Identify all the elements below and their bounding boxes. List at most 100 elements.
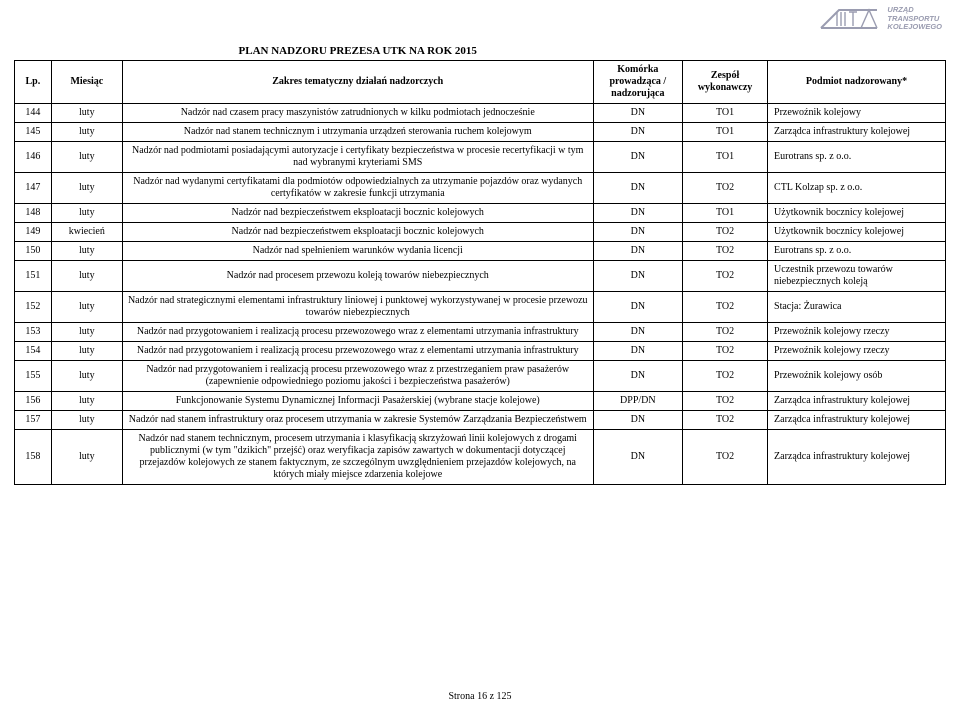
cell-unit: DPP/DN: [593, 392, 683, 411]
cell-month: luty: [51, 173, 122, 204]
logo-text: URZĄD TRANSPORTU KOLEJOWEGO: [887, 6, 942, 32]
table-row: 155lutyNadzór nad przygotowaniem i reali…: [15, 361, 946, 392]
cell-unit: DN: [593, 430, 683, 485]
table-row: 158lutyNadzór nad stanem technicznym, pr…: [15, 430, 946, 485]
cell-team: TO2: [683, 430, 768, 485]
col-cell: Komórka prowadząca / nadzorująca: [593, 61, 683, 104]
cell-lp: 157: [15, 411, 52, 430]
cell-unit: DN: [593, 411, 683, 430]
cell-scope: Funkcjonowanie Systemu Dynamicznej Infor…: [122, 392, 593, 411]
cell-unit: DN: [593, 342, 683, 361]
col-scope: Zakres tematyczny działań nadzorczych: [122, 61, 593, 104]
cell-team: TO2: [683, 342, 768, 361]
cell-entity: CTL Kolzap sp. z o.o.: [768, 173, 946, 204]
cell-lp: 149: [15, 223, 52, 242]
table-row: 145lutyNadzór nad stanem technicznym i u…: [15, 123, 946, 142]
cell-unit: DN: [593, 142, 683, 173]
cell-unit: DN: [593, 173, 683, 204]
cell-lp: 158: [15, 430, 52, 485]
cell-lp: 155: [15, 361, 52, 392]
cell-month: kwiecień: [51, 223, 122, 242]
logo-line3: KOLEJOWEGO: [887, 23, 942, 32]
cell-team: TO2: [683, 292, 768, 323]
cell-entity: Przewoźnik kolejowy rzeczy: [768, 342, 946, 361]
supervision-plan-table: PLAN NADZORU PREZESA UTK NA ROK 2015Lp.M…: [14, 42, 946, 485]
table-row: 152lutyNadzór nad strategicznymi element…: [15, 292, 946, 323]
cell-lp: 150: [15, 242, 52, 261]
cell-unit: DN: [593, 292, 683, 323]
cell-lp: 144: [15, 104, 52, 123]
col-entity: Podmiot nadzorowany*: [768, 61, 946, 104]
cell-scope: Nadzór nad czasem pracy maszynistów zatr…: [122, 104, 593, 123]
cell-scope: Nadzór nad bezpieczeństwem eksploatacji …: [122, 204, 593, 223]
cell-month: luty: [51, 104, 122, 123]
col-month: Miesiąc: [51, 61, 122, 104]
col-lp: Lp.: [15, 61, 52, 104]
cell-month: luty: [51, 261, 122, 292]
table-row: 150lutyNadzór nad spełnieniem warunków w…: [15, 242, 946, 261]
cell-lp: 146: [15, 142, 52, 173]
table-row: 147lutyNadzór nad wydanymi certyfikatami…: [15, 173, 946, 204]
cell-unit: DN: [593, 323, 683, 342]
cell-month: luty: [51, 430, 122, 485]
cell-team: TO2: [683, 392, 768, 411]
cell-team: TO2: [683, 411, 768, 430]
cell-team: TO2: [683, 361, 768, 392]
cell-month: luty: [51, 142, 122, 173]
cell-lp: 145: [15, 123, 52, 142]
cell-scope: Nadzór nad przygotowaniem i realizacją p…: [122, 323, 593, 342]
cell-scope: Nadzór nad stanem infrastruktury oraz pr…: [122, 411, 593, 430]
cell-lp: 153: [15, 323, 52, 342]
table-row: 153lutyNadzór nad przygotowaniem i reali…: [15, 323, 946, 342]
cell-entity: Użytkownik bocznicy kolejowej: [768, 223, 946, 242]
cell-entity: Zarządca infrastruktury kolejowej: [768, 430, 946, 485]
cell-scope: Nadzór nad stanem technicznym i utrzyman…: [122, 123, 593, 142]
col-team: Zespół wykonawczy: [683, 61, 768, 104]
cell-team: TO2: [683, 223, 768, 242]
cell-team: TO2: [683, 242, 768, 261]
table-row: 146lutyNadzór nad podmiotami posiadający…: [15, 142, 946, 173]
cell-lp: 156: [15, 392, 52, 411]
cell-entity: Przewoźnik kolejowy: [768, 104, 946, 123]
main-table-container: PLAN NADZORU PREZESA UTK NA ROK 2015Lp.M…: [14, 42, 946, 485]
cell-scope: Nadzór nad przygotowaniem i realizacją p…: [122, 342, 593, 361]
cell-scope: Nadzór nad przygotowaniem i realizacją p…: [122, 361, 593, 392]
cell-team: TO2: [683, 173, 768, 204]
cell-lp: 151: [15, 261, 52, 292]
cell-unit: DN: [593, 261, 683, 292]
cell-entity: Eurotrans sp. z o.o.: [768, 142, 946, 173]
cell-scope: Nadzór nad procesem przewozu koleją towa…: [122, 261, 593, 292]
cell-scope: Nadzór nad strategicznymi elementami inf…: [122, 292, 593, 323]
header-logo: URZĄD TRANSPORTU KOLEJOWEGO: [819, 6, 942, 32]
cell-entity: Stacja: Żurawica: [768, 292, 946, 323]
cell-month: luty: [51, 123, 122, 142]
table-row: 148lutyNadzór nad bezpieczeństwem eksplo…: [15, 204, 946, 223]
cell-team: TO2: [683, 323, 768, 342]
cell-month: luty: [51, 292, 122, 323]
cell-team: TO1: [683, 204, 768, 223]
cell-entity: Uczestnik przewozu towarów niebezpieczny…: [768, 261, 946, 292]
cell-month: luty: [51, 204, 122, 223]
cell-team: TO1: [683, 123, 768, 142]
table-row: 151lutyNadzór nad procesem przewozu kole…: [15, 261, 946, 292]
cell-unit: DN: [593, 242, 683, 261]
cell-team: TO2: [683, 261, 768, 292]
cell-scope: Nadzór nad wydanymi certyfikatami dla po…: [122, 173, 593, 204]
cell-entity: Przewoźnik kolejowy rzeczy: [768, 323, 946, 342]
page-footer: Strona 16 z 125: [0, 691, 960, 702]
table-row: 157lutyNadzór nad stanem infrastruktury …: [15, 411, 946, 430]
cell-scope: Nadzór nad spełnieniem warunków wydania …: [122, 242, 593, 261]
cell-entity: Zarządca infrastruktury kolejowej: [768, 411, 946, 430]
cell-month: luty: [51, 411, 122, 430]
table-row: 156lutyFunkcjonowanie Systemu Dynamiczne…: [15, 392, 946, 411]
cell-entity: Użytkownik bocznicy kolejowej: [768, 204, 946, 223]
cell-unit: DN: [593, 204, 683, 223]
cell-lp: 154: [15, 342, 52, 361]
utk-logo-icon: [819, 6, 879, 32]
cell-lp: 152: [15, 292, 52, 323]
table-row: 154lutyNadzór nad przygotowaniem i reali…: [15, 342, 946, 361]
cell-unit: DN: [593, 104, 683, 123]
cell-month: luty: [51, 361, 122, 392]
cell-month: luty: [51, 323, 122, 342]
cell-lp: 148: [15, 204, 52, 223]
